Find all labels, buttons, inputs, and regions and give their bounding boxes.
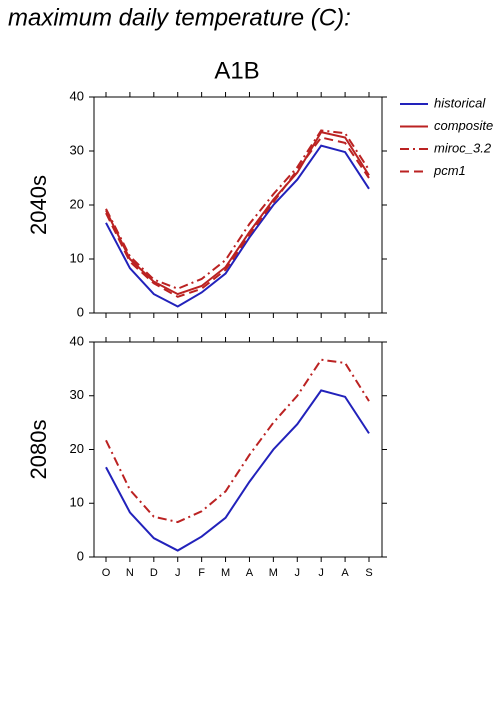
legend-label: miroc_3.2 [434,140,492,155]
x-tick-label: M [221,567,230,579]
y-tick-label: 20 [70,196,84,211]
x-tick-label: D [150,567,158,579]
y-tick-label: 40 [70,88,84,103]
legend-label: historical [434,95,486,110]
chart-title: A1B [214,57,259,84]
legend-label: composite [434,118,493,133]
x-tick-label: N [126,567,134,579]
series-line [105,130,370,296]
x-tick-label: O [102,567,111,579]
x-tick-label: J [175,567,181,579]
y-tick-label: 30 [70,142,84,157]
x-tick-label: A [341,567,349,579]
plot-frame [93,96,383,314]
y-tick-label: 10 [70,495,84,510]
series-line [105,136,370,298]
y-tick-label: 40 [70,333,84,348]
y-tick-label: 0 [77,548,84,563]
x-tick-label: F [198,567,205,579]
y-tick-label: 30 [70,387,84,402]
series-line [105,129,370,290]
series-line [105,389,370,552]
y-tick-label: 10 [70,250,84,265]
x-tick-label: M [269,567,278,579]
x-tick-label: A [246,567,254,579]
x-tick-label: S [365,567,372,579]
y-axis-label: 2040s [26,175,51,235]
x-tick-label: J [295,567,301,579]
series-line [105,144,370,308]
y-tick-label: 0 [77,304,84,319]
series-line [105,358,370,524]
x-tick-label: J [318,567,324,579]
page-title: maximum daily temperature (C): [8,4,351,31]
legend-label: pcm1 [433,163,466,178]
plot-frame [93,341,383,558]
y-tick-label: 20 [70,441,84,456]
y-axis-label: 2080s [26,420,51,480]
